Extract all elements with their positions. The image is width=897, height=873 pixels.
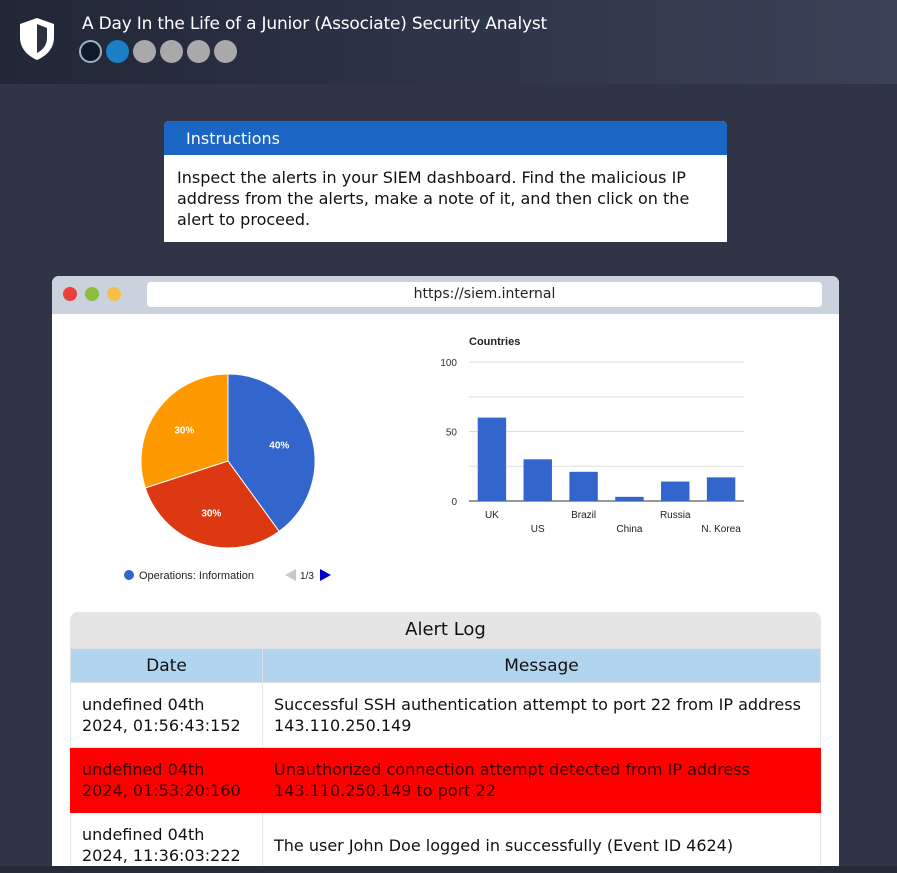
window-minimize-icon [107,287,121,301]
room-title: A Day In the Life of a Junior (Associate… [82,14,547,34]
bar-russia[interactable] [661,481,690,501]
progress-dot-1[interactable] [79,40,102,63]
bar-x-tick-label: N. Korea [701,524,741,535]
legend-prev-icon[interactable] [285,569,296,581]
pie-slice-label-3: 30% [174,425,194,436]
window-maximize-icon [85,287,99,301]
pie-legend: Operations: Information 1/3 [124,569,331,582]
instructions-panel: Instructions Inspect the alerts in your … [164,121,727,242]
task-progress [79,40,237,63]
bar-x-tick-label: Russia [660,510,691,521]
progress-dot-6[interactable] [214,40,237,63]
column-header-date: Date [70,648,263,683]
bar-y-tick-label: 50 [446,428,458,439]
bar-china[interactable] [615,496,644,501]
pie-slice-2[interactable] [144,460,280,549]
pie-chart: 40% 30% 30% [140,373,316,549]
alert-row[interactable]: undefined 04th 2024, 11:36:03:222 The us… [70,812,821,873]
pie-slice-1[interactable] [227,373,316,533]
alert-log: Alert Log Date Message undefined 04th 20… [70,612,821,873]
bar-chart: Countries 0 50 100 UK US Brazil China Russia N. … [440,336,744,535]
pie-slice-label-1: 40% [269,440,289,451]
bar-uk[interactable] [477,417,507,501]
bar-x-tick-label: Brazil [571,510,596,521]
alert-message: The user John Doe logged in successfully… [262,812,821,873]
bar-n-korea[interactable] [706,477,736,501]
bar-x-tick-label: US [531,524,545,535]
legend-page: 1/3 [300,571,314,582]
window-close-icon [63,287,77,301]
bar-y-tick-label: 0 [451,497,457,508]
instructions-text: Inspect the alerts in your SIEM dashboar… [177,168,690,229]
instructions-heading: Instructions [164,121,727,155]
bar-brazil[interactable] [569,471,598,501]
room-header: A Day In the Life of a Junior (Associate… [0,0,897,84]
address-bar[interactable]: https://siem.internal [147,282,822,307]
column-header-message: Message [262,648,821,683]
progress-dot-5[interactable] [187,40,210,63]
bar-x-tick-label: China [616,524,643,535]
bottom-strip [0,866,897,873]
alert-message: Unauthorized connection attempt detected… [262,747,821,813]
alert-row[interactable]: undefined 04th 2024, 01:56:43:152 Succes… [70,682,821,748]
bar-y-tick-label: 100 [440,358,457,369]
alert-table: Date Message undefined 04th 2024, 01:56:… [70,648,821,873]
alert-table-header: Date Message [70,648,821,683]
progress-dot-4[interactable] [160,40,183,63]
bar-x-tick-label: UK [485,510,499,521]
bar-us[interactable] [523,459,552,501]
alert-date: undefined 04th 2024, 11:36:03:222 [70,812,263,873]
legend-next-icon[interactable] [320,569,331,581]
alert-date: undefined 04th 2024, 01:53:20:160 [70,747,263,813]
pie-slice-label-2: 30% [201,508,221,519]
legend-label: Operations: Information [139,570,254,582]
progress-dot-2[interactable] [106,40,129,63]
alert-log-title: Alert Log [405,619,486,640]
alert-row-malicious[interactable]: undefined 04th 2024, 01:53:20:160 Unauth… [70,747,821,813]
legend-marker [124,570,134,580]
pie-slice-3[interactable] [140,373,229,489]
siem-browser-window: https://siem.internal 40% 30% 30% Operatio… [52,276,839,873]
bar-chart-title: Countries [469,336,520,348]
browser-toolbar: https://siem.internal [52,276,839,314]
alert-date: undefined 04th 2024, 01:56:43:152 [70,682,263,748]
shield-icon [20,18,54,60]
charts-canvas: 40% 30% 30% Operations: Information 1/3 Co… [124,336,744,582]
progress-dot-3[interactable] [133,40,156,63]
alert-message: Successful SSH authentication attempt to… [262,682,821,748]
siem-charts: 40% 30% 30% Operations: Information 1/3 Co… [52,314,839,614]
